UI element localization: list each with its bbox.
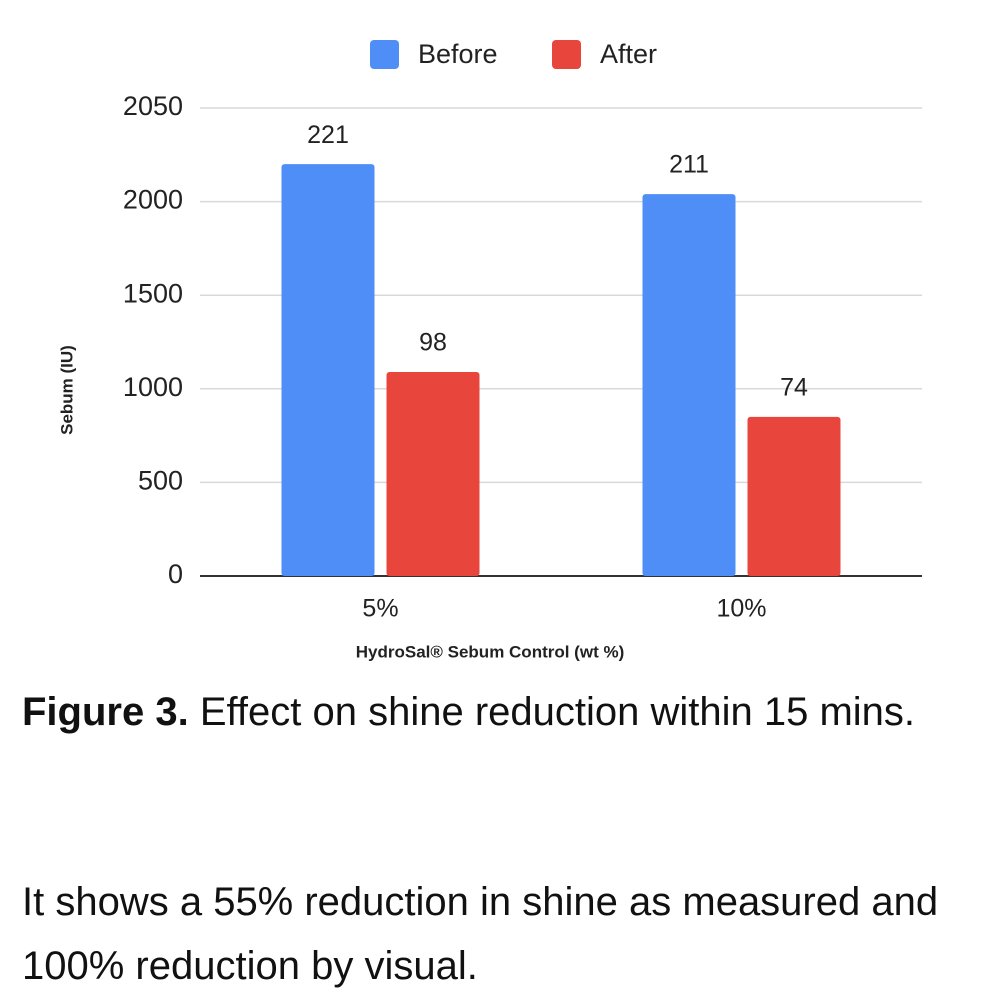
y-tick-label: 2000: [123, 185, 183, 215]
y-tick-label: 2050: [123, 91, 183, 121]
legend-label: After: [600, 39, 657, 69]
data-label: 211: [669, 151, 709, 179]
y-tick-label: 1000: [123, 372, 183, 402]
legend-swatch: [552, 40, 581, 69]
caption-text: Effect on shine reduction within 15 mins…: [199, 690, 916, 734]
data-label: 74: [780, 373, 808, 401]
x-tick-label: 5%: [362, 595, 398, 623]
bar: [386, 371, 480, 576]
caption: Figure 3. Effect on shine reduction with…: [22, 680, 978, 744]
data-label: 98: [419, 329, 447, 357]
x-axis-title: HydroSal® Sebum Control (wt %): [356, 642, 624, 661]
y-tick-label: 1500: [123, 278, 183, 308]
bar: [642, 194, 736, 576]
legend-swatch: [370, 40, 399, 69]
y-tick-label: 500: [138, 466, 183, 496]
legend-label: Before: [418, 39, 498, 69]
bar: [281, 164, 375, 576]
bar: [747, 416, 841, 576]
note: It shows a 55% reduction in shine as mea…: [22, 880, 939, 988]
chart: Sebum (IU) HydroSal® Sebum Control (wt %…: [57, 39, 922, 661]
x-tick-label: 10%: [716, 595, 766, 623]
caption-label: Figure 3.: [22, 690, 189, 734]
y-axis-title: Sebum (IU): [57, 345, 76, 435]
y-tick-label: 0: [168, 559, 183, 589]
data-label: 221: [307, 121, 349, 149]
